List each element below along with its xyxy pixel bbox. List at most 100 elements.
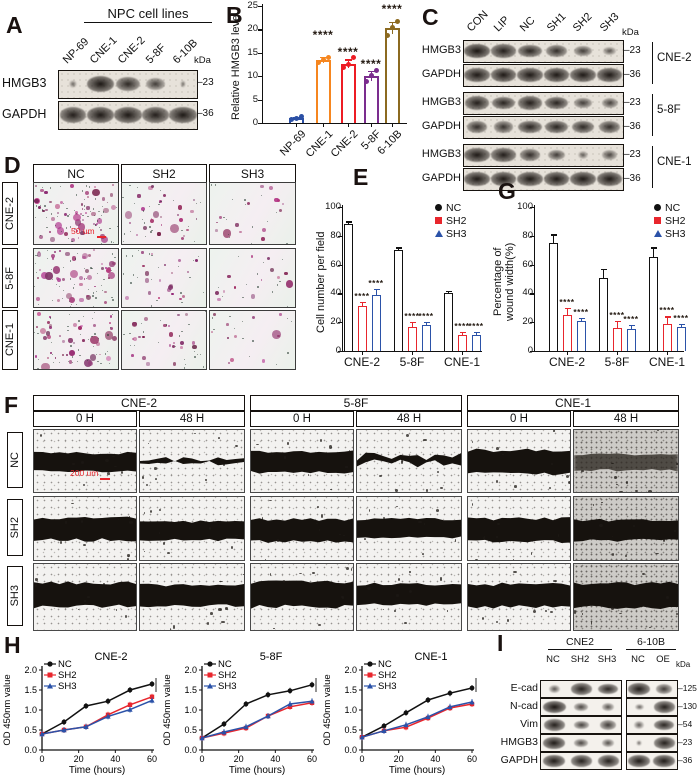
marker-circle — [447, 690, 453, 696]
speck — [92, 317, 94, 319]
x-axis-label: Time (hours) — [69, 765, 125, 776]
speck — [196, 354, 198, 356]
blot-box-i — [626, 734, 678, 752]
debris-dot — [676, 463, 678, 465]
speck — [233, 327, 236, 330]
legend-label: SH3 — [58, 681, 76, 692]
debris-dot — [495, 535, 499, 539]
cell-dot — [226, 337, 229, 340]
debris-dot — [513, 570, 517, 574]
cell-dot — [68, 360, 73, 365]
blot-band — [574, 97, 592, 109]
speck — [95, 290, 97, 293]
debris-dot — [471, 440, 473, 444]
speck — [51, 300, 54, 302]
y-tick-label: 2.0 — [24, 665, 37, 675]
blot-band — [490, 172, 517, 186]
y-tick-mark — [530, 351, 534, 353]
kda-unit-label-c: kDa — [622, 27, 639, 38]
cell-dot — [141, 251, 144, 254]
marker-triangle — [287, 701, 293, 707]
lane-label-CNE-2: CNE-2 — [115, 34, 148, 67]
debris-dot — [400, 460, 403, 464]
debris-dot — [471, 502, 473, 507]
debris-dot — [273, 627, 275, 630]
y-tick-label: 1.0 — [24, 705, 37, 715]
speck — [98, 337, 100, 340]
lane-label-CNE2-SH2: SH2 — [570, 654, 590, 665]
series-line-SH3 — [201, 700, 313, 739]
speck — [100, 362, 102, 365]
cell-dot — [170, 224, 179, 233]
speck — [156, 243, 158, 244]
panel-a-western-blot: A NPC cell lines kDa NP-69 CNE-1 CNE-2 5-8F… — [0, 0, 225, 150]
cell-dot — [106, 267, 111, 273]
chart-title: CNE-1 — [414, 651, 447, 663]
debris-dot — [599, 523, 603, 527]
debris-dot — [350, 568, 353, 572]
cell-dot — [125, 296, 130, 301]
debris-dot — [193, 432, 197, 434]
debris-dot — [83, 599, 86, 603]
significance-mark: **** — [454, 321, 470, 332]
speck — [130, 231, 132, 233]
significance-mark: **** — [623, 314, 639, 325]
y-tick-mark — [338, 264, 342, 266]
cell-dot — [86, 294, 90, 298]
x-tick-mark — [667, 351, 669, 355]
y-axis-label: OD 450nm value — [2, 674, 13, 745]
cell-dot — [177, 313, 180, 317]
speck — [93, 208, 95, 210]
lane-label-NP-69: NP-69 — [60, 35, 92, 67]
debris-dot — [418, 521, 422, 524]
error-bar — [603, 268, 605, 278]
speck — [69, 278, 71, 280]
debris-dot — [496, 522, 500, 526]
marker-triangle — [309, 698, 315, 704]
speck — [117, 225, 118, 227]
mw-mark: –23 — [197, 77, 214, 88]
speck — [52, 361, 55, 363]
debris-dot — [277, 539, 280, 542]
legend-marker-NC — [435, 204, 442, 211]
speck — [251, 226, 254, 228]
speck — [34, 263, 37, 265]
x-axis-label: Time (hours) — [229, 765, 285, 776]
debris-dot — [549, 611, 553, 613]
speck — [100, 242, 102, 244]
cell-dot — [168, 332, 174, 337]
speck — [189, 276, 191, 278]
error-cap — [445, 290, 452, 292]
debris-dot — [574, 610, 577, 614]
cell-dot — [95, 342, 100, 346]
blot-band — [570, 172, 596, 186]
cell-dot — [75, 230, 78, 233]
debris-dot — [115, 609, 118, 612]
cell-dot — [277, 334, 280, 338]
blot-band — [542, 701, 566, 713]
debris-dot — [395, 489, 399, 492]
row-header-SH3: SH3 — [7, 566, 23, 626]
debris-dot — [475, 558, 478, 560]
cell-dot — [51, 217, 55, 222]
speck — [277, 284, 279, 286]
debris-dot — [513, 484, 518, 488]
marker-triangle — [447, 704, 453, 709]
speck — [85, 185, 88, 187]
legend-label-NC: NC — [446, 202, 462, 214]
error-bar — [412, 322, 414, 327]
debris-dot — [363, 537, 367, 540]
blot-band — [653, 755, 675, 767]
speck — [150, 279, 153, 281]
blot-band — [653, 701, 675, 713]
blot-band — [654, 719, 674, 731]
blot-band — [570, 68, 596, 82]
cell-dot — [50, 237, 55, 242]
speck — [137, 249, 140, 251]
y-axis-line — [534, 205, 536, 351]
cell-dot — [62, 354, 64, 356]
debris-dot — [423, 523, 426, 525]
debris-dot — [35, 578, 39, 581]
cell-dot — [86, 231, 89, 234]
